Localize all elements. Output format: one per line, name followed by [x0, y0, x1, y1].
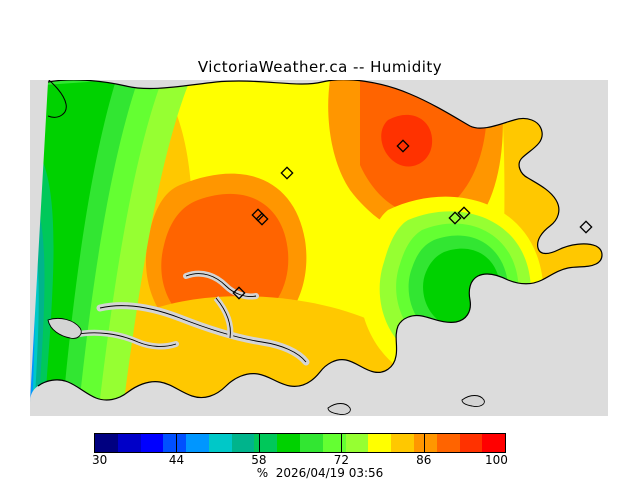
colorbar-label-44: 44 — [168, 453, 185, 467]
diamond-marker-icon — [457, 206, 471, 220]
station-marker-layer — [232, 139, 593, 300]
colorbar-segment-7 — [254, 434, 278, 452]
colorbar-segment-4 — [186, 434, 209, 452]
inland-waterways-layer — [47, 80, 485, 415]
colorbar-segment-9 — [300, 434, 323, 452]
colorbar-tick-86 — [423, 433, 425, 453]
colorbar-tick-58 — [258, 433, 260, 453]
colorbar[interactable] — [94, 433, 506, 453]
colorbar-label-72: 72 — [333, 453, 349, 467]
colorbar-label-30: 30 — [92, 453, 108, 467]
colorbar-segment-10 — [322, 434, 346, 452]
diamond-marker-icon — [255, 212, 269, 226]
colorbar-segment-17 — [482, 434, 506, 452]
diamond-marker-icon — [396, 139, 410, 153]
colorbar-segment-13 — [391, 434, 414, 452]
diamond-marker-icon — [232, 286, 246, 300]
colorbar-segment-16 — [459, 434, 483, 452]
colorbar-label-58: 58 — [251, 453, 267, 467]
map-canvas — [30, 80, 608, 416]
coastline-layer — [37, 80, 603, 401]
colorbar-tick-labels: 30 44 58 72 86 100 — [0, 453, 640, 467]
colorbar-segment-3 — [163, 434, 187, 452]
colorbar-segment-15 — [436, 434, 460, 452]
colorbar-unit-timestamp: % 2026/04/19 03:56 — [256, 466, 384, 480]
colorbar-segment-8 — [277, 434, 301, 452]
colorbar-segment-2 — [140, 434, 164, 452]
colorbar-segment-1 — [117, 434, 141, 452]
colorbar-segments — [94, 433, 506, 453]
diamond-marker-icon — [251, 208, 265, 222]
colorbar-tick-44 — [176, 433, 178, 453]
colorbar-segment-12 — [368, 434, 392, 452]
colorbar-tick-72 — [341, 433, 343, 453]
colorbar-label-100: 100 — [485, 453, 508, 467]
colorbar-segment-11 — [345, 434, 369, 452]
colorbar-label-86: 86 — [416, 453, 432, 467]
colorbar-segment-0 — [95, 434, 118, 452]
colorbar-segment-5 — [208, 434, 232, 452]
page-title: VictoriaWeather.ca -- Humidity — [197, 58, 443, 76]
diamond-marker-icon — [280, 166, 294, 180]
humidity-contour-map[interactable] — [30, 80, 608, 416]
sea-mask-layer — [30, 80, 608, 416]
colorbar-segment-14 — [413, 434, 437, 452]
colorbar-ticks — [94, 433, 506, 453]
diamond-marker-icon — [579, 220, 593, 234]
colorbar-segment-6 — [231, 434, 255, 452]
diamond-marker-icon — [448, 211, 462, 225]
